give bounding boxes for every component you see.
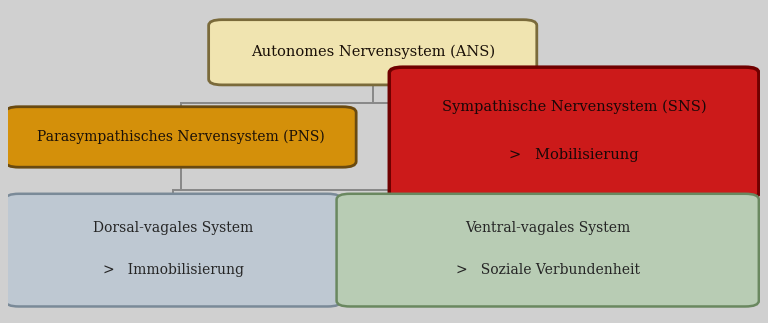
- FancyBboxPatch shape: [336, 194, 759, 307]
- FancyBboxPatch shape: [5, 107, 356, 167]
- Text: >   Immobilisierung: > Immobilisierung: [103, 263, 243, 277]
- Text: Sympathische Nervensystem (SNS): Sympathische Nervensystem (SNS): [442, 99, 707, 114]
- Text: Ventral-vagales System: Ventral-vagales System: [465, 221, 631, 235]
- FancyBboxPatch shape: [5, 194, 341, 307]
- Text: Parasympathisches Nervensystem (PNS): Parasympathisches Nervensystem (PNS): [37, 130, 325, 144]
- Text: Autonomes Nervensystem (ANS): Autonomes Nervensystem (ANS): [250, 45, 495, 59]
- Text: >   Soziale Verbundenheit: > Soziale Verbundenheit: [455, 263, 640, 277]
- FancyBboxPatch shape: [389, 67, 759, 199]
- FancyBboxPatch shape: [209, 20, 537, 85]
- Text: Dorsal-vagales System: Dorsal-vagales System: [93, 221, 253, 235]
- Text: >   Mobilisierung: > Mobilisierung: [509, 148, 639, 162]
